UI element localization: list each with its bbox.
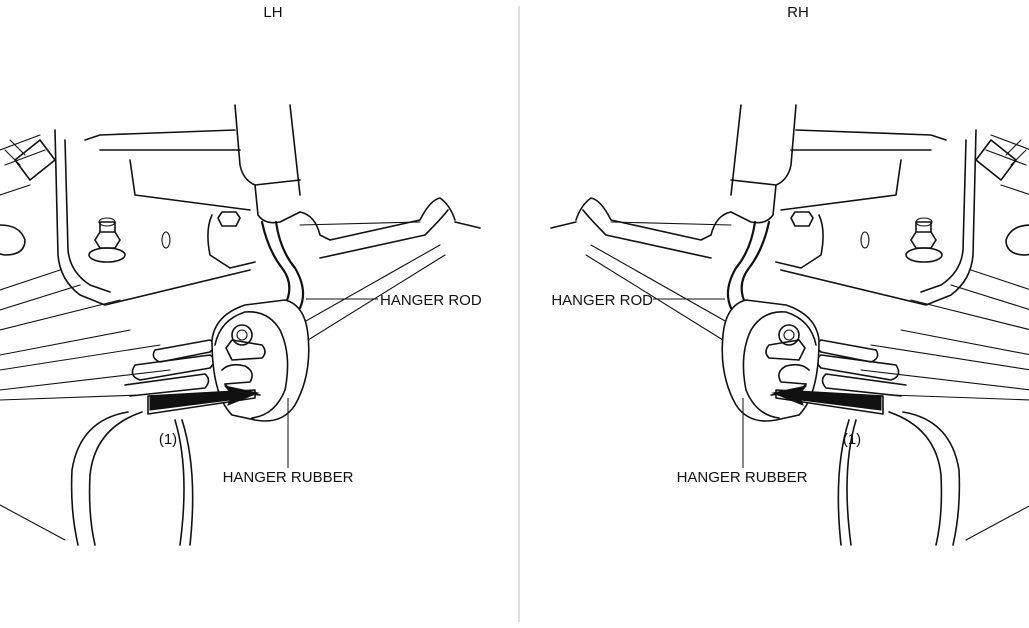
- lh-illustration: [0, 104, 481, 546]
- lh-hanger-rubber-label: HANGER RUBBER: [223, 469, 354, 486]
- lh-hanger-rod-label: HANGER ROD: [380, 292, 482, 309]
- rh-step-label: (1): [843, 431, 861, 448]
- rh-illustration: [550, 104, 1029, 546]
- rh-hanger-rod-label: HANGER ROD: [551, 292, 653, 309]
- lh-title: LH: [263, 4, 282, 21]
- rh-hanger-rubber-label: HANGER RUBBER: [677, 469, 808, 486]
- lh-step-label: (1): [159, 431, 177, 448]
- rh-title: RH: [787, 4, 809, 21]
